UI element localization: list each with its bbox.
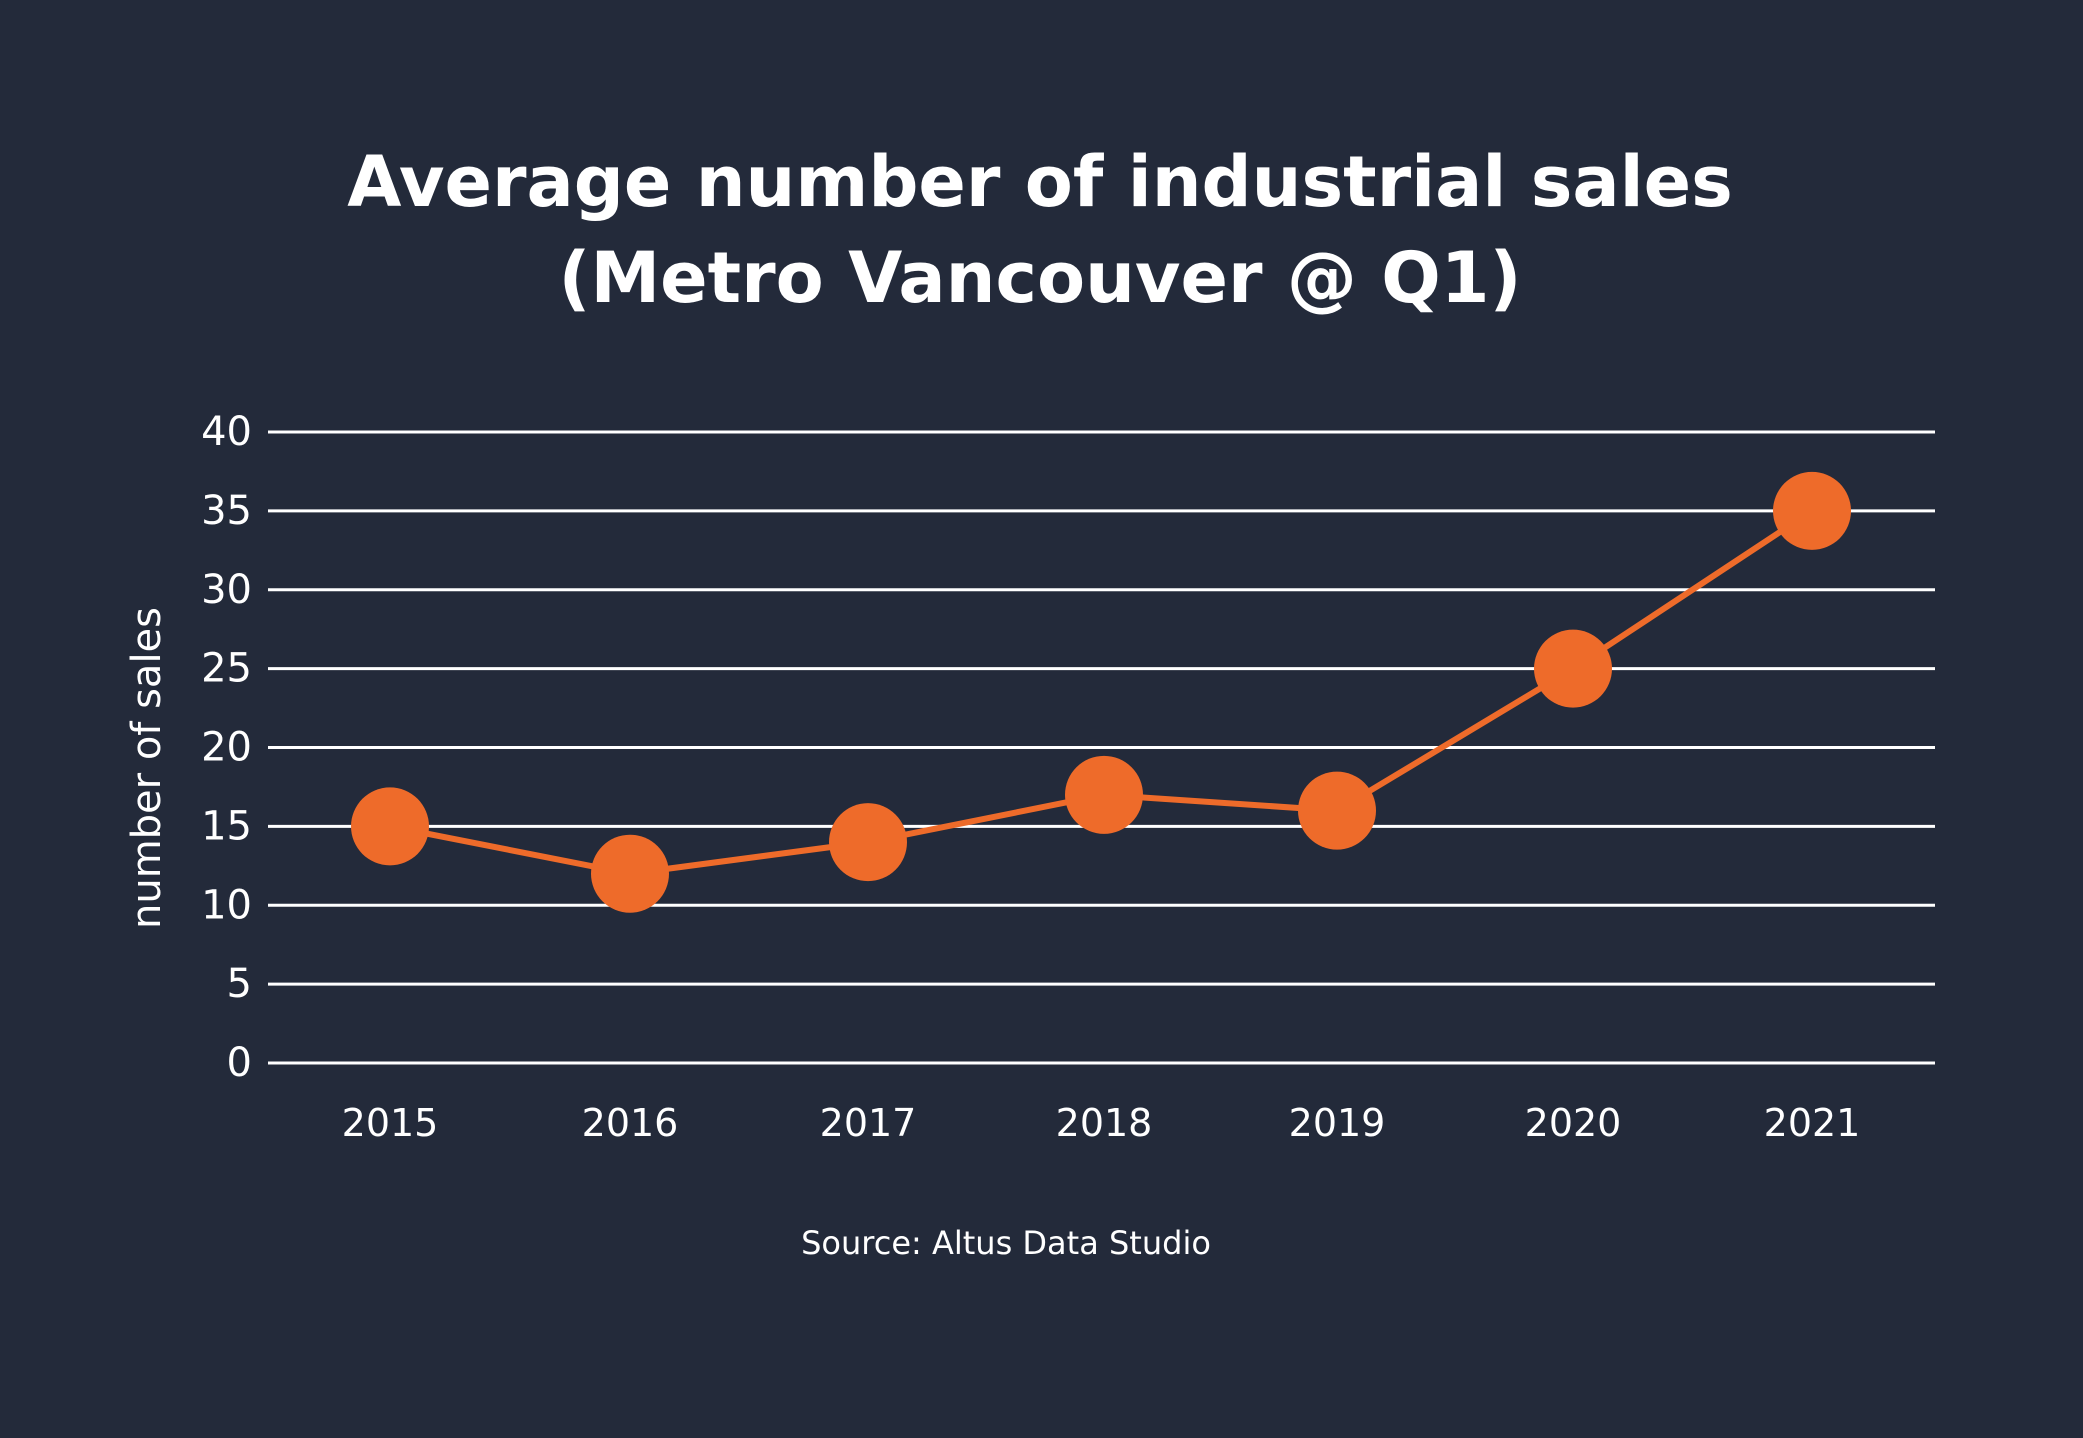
- y-axis-label: number of sales: [124, 607, 170, 929]
- data-series: [351, 471, 1851, 913]
- x-tick-label-2018: 2018: [1056, 1101, 1153, 1145]
- x-tick-label-2016: 2016: [582, 1101, 679, 1145]
- x-tick-label-2021: 2021: [1764, 1101, 1861, 1145]
- y-tick-label-10: 10: [201, 882, 252, 928]
- y-tick-label-30: 30: [201, 567, 252, 613]
- data-point-2015: [351, 787, 429, 866]
- x-tick-label-2015: 2015: [342, 1101, 439, 1145]
- y-tick-label-20: 20: [201, 725, 252, 771]
- y-tick-label-5: 5: [227, 961, 252, 1007]
- x-tick-label-2020: 2020: [1525, 1101, 1622, 1145]
- data-point-2016: [591, 834, 669, 913]
- data-point-2021: [1773, 471, 1851, 550]
- data-point-2018: [1065, 755, 1143, 834]
- y-tick-label-25: 25: [201, 646, 252, 692]
- chart-title: Average number of industrial sales (Metr…: [347, 141, 1733, 319]
- y-tick-label-0: 0: [227, 1040, 252, 1086]
- source-note: Source: Altus Data Studio: [801, 1224, 1211, 1262]
- y-tick-label-40: 40: [201, 409, 252, 455]
- chart-title-line-1: Average number of industrial sales: [347, 141, 1733, 223]
- gridlines: [268, 430, 1935, 1065]
- x-tick-label-2019: 2019: [1289, 1101, 1386, 1145]
- x-tick-labels: 2015 2016 2017 2018 2019 2020 2021: [342, 1101, 1861, 1145]
- data-point-2020: [1534, 629, 1612, 708]
- x-tick-label-2017: 2017: [820, 1101, 917, 1145]
- chart-title-line-2: (Metro Vancouver @ Q1): [559, 237, 1522, 319]
- y-tick-label-35: 35: [201, 488, 252, 534]
- data-point-2017: [829, 803, 907, 882]
- y-tick-label-15: 15: [201, 803, 252, 849]
- y-tick-labels: 0 5 10 15 20 25 30 35 40: [201, 409, 252, 1086]
- data-point-2019: [1298, 771, 1376, 850]
